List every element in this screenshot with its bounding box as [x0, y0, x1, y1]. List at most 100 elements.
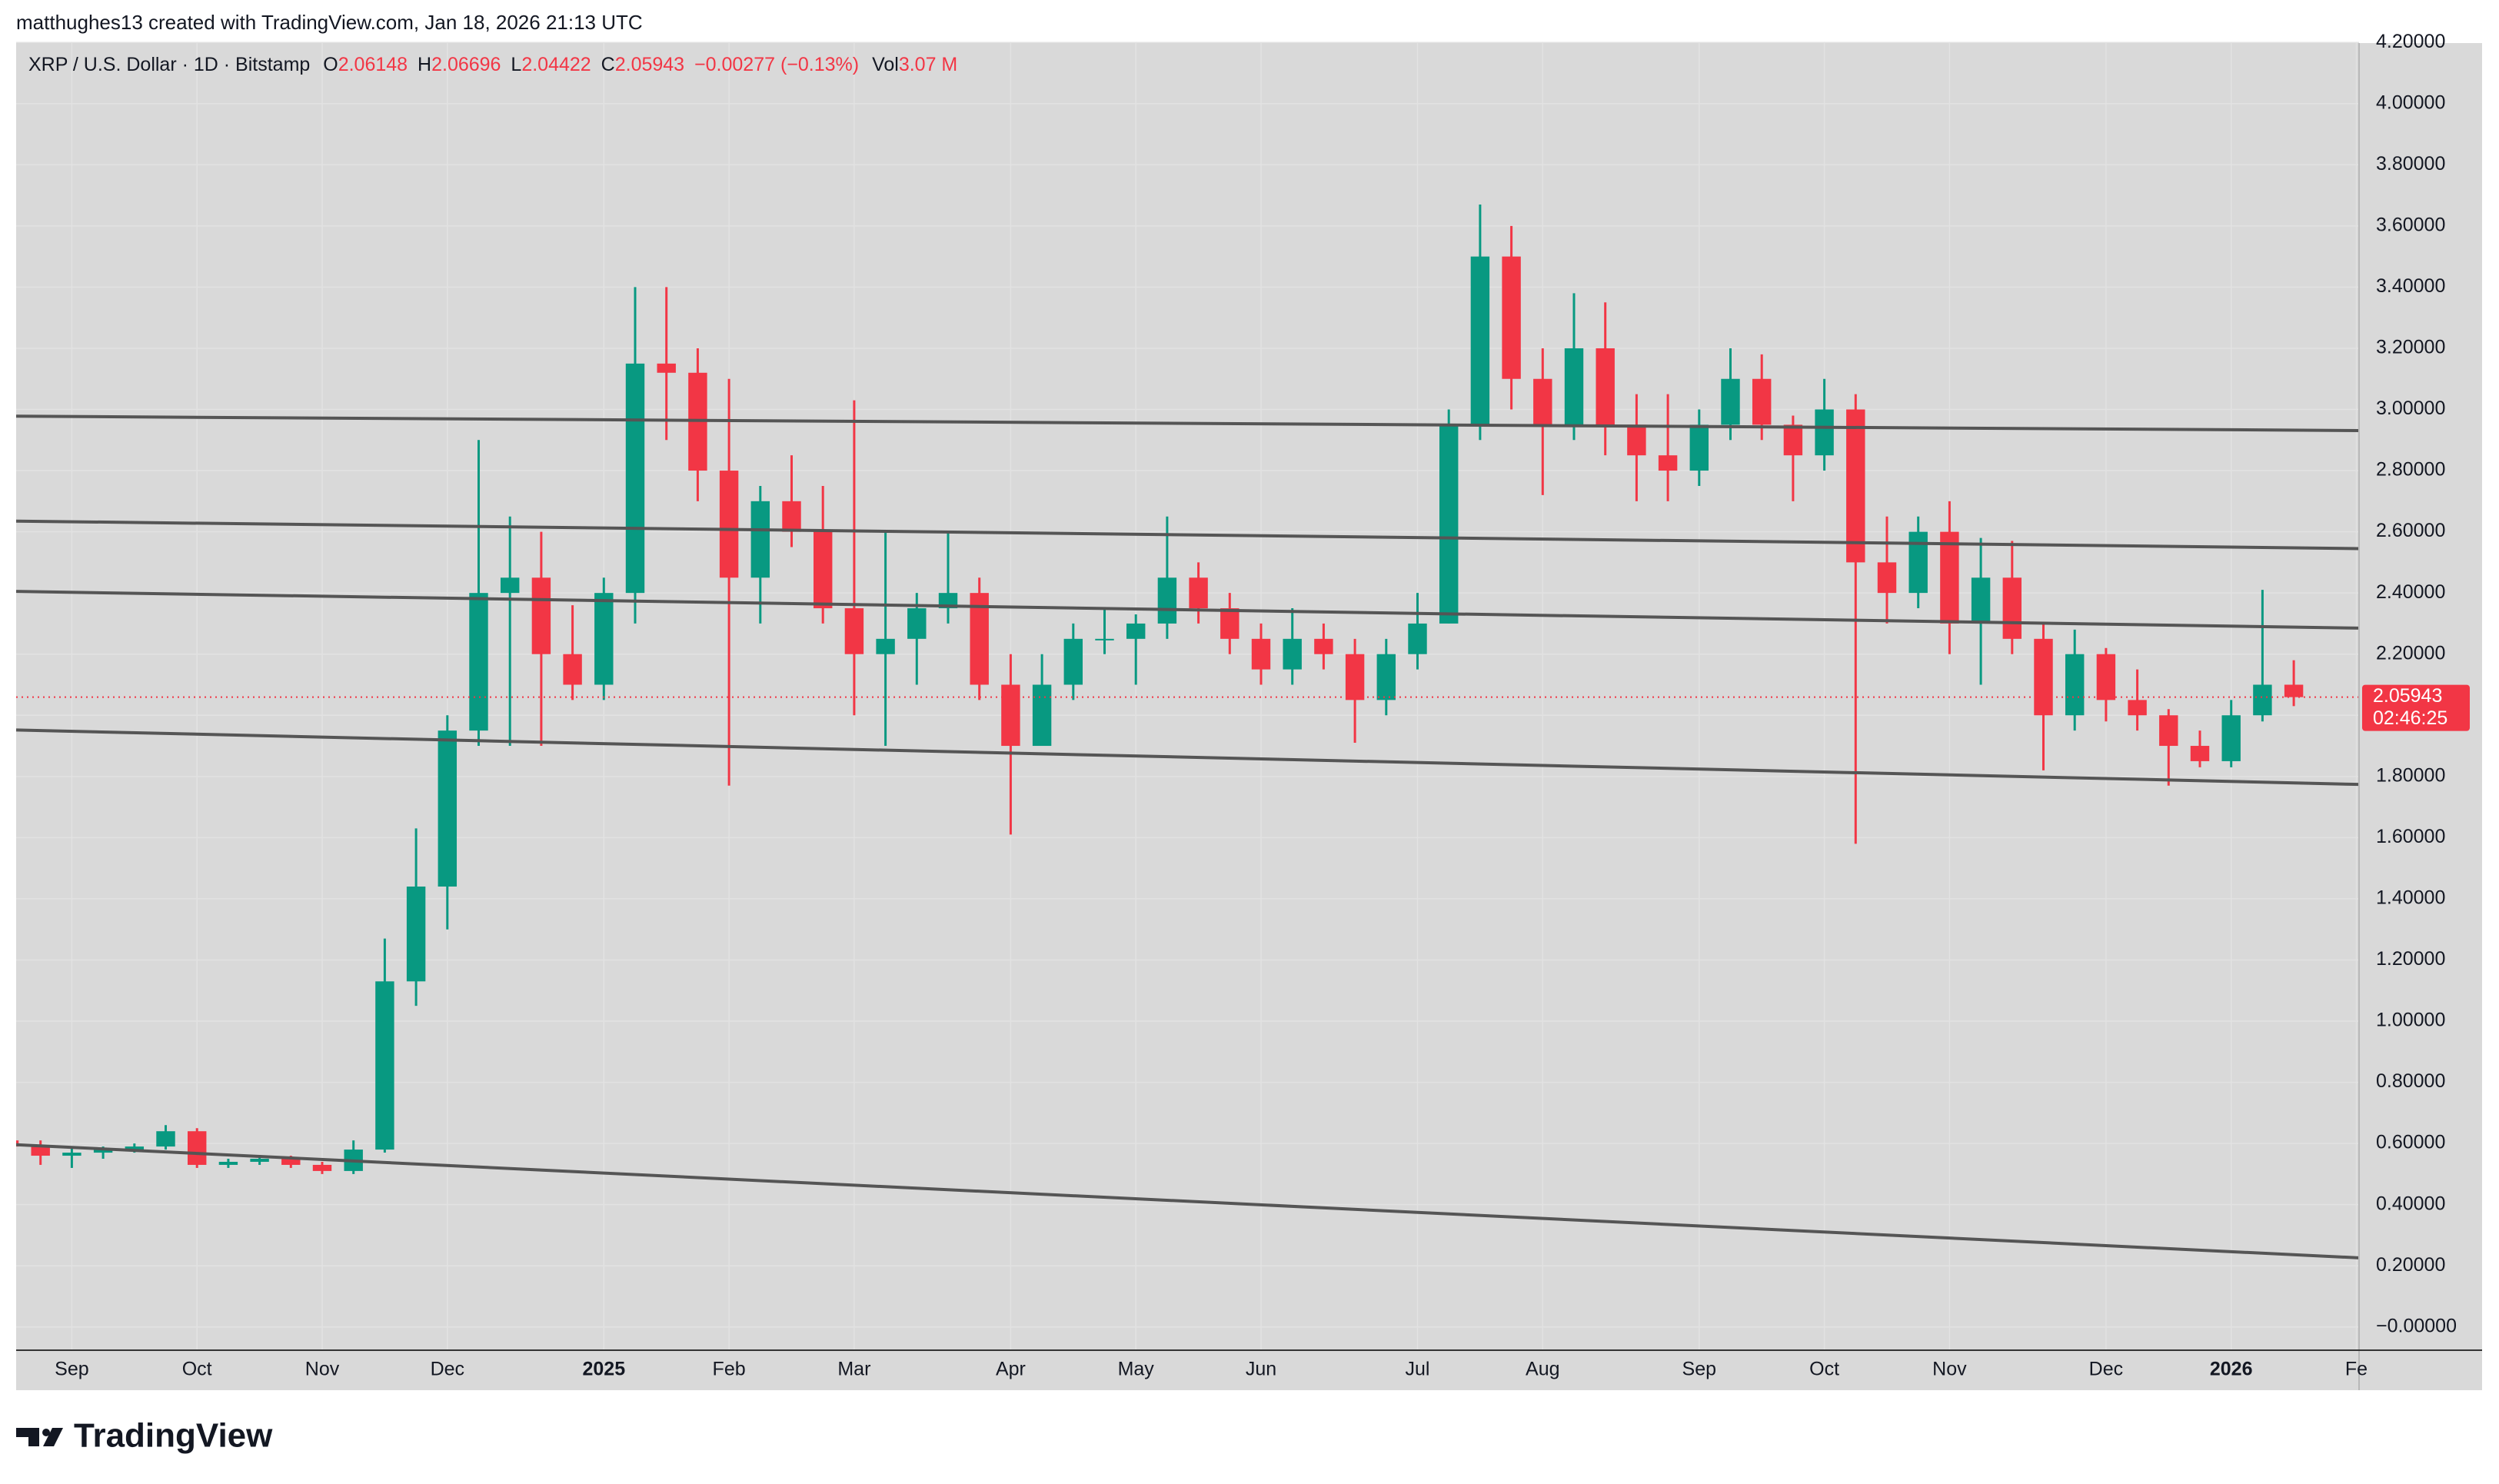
ohlc-value: 2.05943 [615, 54, 684, 75]
volume-value: 3.07 M [899, 54, 957, 75]
candle-body [1032, 684, 1052, 747]
y-tick-label: −0.00000 [2376, 1315, 2457, 1336]
x-tick-label: Dec [431, 1359, 464, 1380]
x-tick-label: Nov [305, 1359, 340, 1380]
candle-body [125, 1146, 145, 1150]
x-tick-label: Aug [1526, 1359, 1559, 1380]
logo-mark [16, 1428, 63, 1446]
y-tick-label: 1.60000 [2376, 826, 2445, 847]
x-tick-label: Oct [1809, 1359, 1839, 1380]
candle-body [312, 1164, 332, 1171]
candle-body [2128, 700, 2147, 716]
x-tick-label: Jun [1246, 1359, 1276, 1380]
candle-body [1439, 424, 1459, 624]
candle-body [1283, 638, 1302, 670]
y-tick-label: 3.60000 [2376, 214, 2445, 235]
x-tick-label: Sep [1682, 1359, 1716, 1380]
candle-body [31, 1146, 50, 1156]
candle-body [1783, 424, 1803, 456]
candle-body [1095, 638, 1114, 641]
symbol: XRP / U.S. Dollar · 1D · Bitstamp [28, 54, 310, 75]
ohlc-label: H [418, 54, 431, 75]
logo-dot [42, 1429, 50, 1436]
candle-body [1689, 424, 1709, 471]
candle-body [876, 638, 895, 654]
candle-body [2253, 684, 2272, 716]
candle-body [1940, 531, 1959, 624]
candle-body [907, 608, 927, 639]
candle-body [844, 608, 864, 654]
x-tick-label: Feb [713, 1359, 746, 1380]
candle-body [2065, 654, 2085, 716]
candle-body [2159, 715, 2178, 747]
logo: TradingView [16, 1417, 273, 1455]
candle-body [2096, 654, 2116, 700]
trend-line [16, 414, 2359, 432]
x-tick-label: Sep [55, 1359, 88, 1380]
trend-line [16, 590, 2359, 630]
logo-text: TradingView [74, 1417, 273, 1455]
candle-body [2284, 684, 2304, 697]
ohlc-value: 2.06696 [431, 54, 501, 75]
trend-line [16, 519, 2359, 551]
x-tick-label: Fe [2345, 1359, 2368, 1380]
y-tick-label: 4.20000 [2376, 31, 2445, 52]
x-tick-label: 2026 [2210, 1359, 2253, 1380]
candle-body [750, 501, 770, 578]
x-tick-label: Nov [1932, 1359, 1967, 1380]
candle-body [156, 1131, 175, 1147]
candle-body [1908, 531, 1928, 594]
candle-body [2190, 746, 2210, 761]
candle-body [782, 501, 801, 532]
y-tick-label: 0.80000 [2376, 1070, 2445, 1092]
candle-body [1752, 378, 1772, 425]
y-tick-label: 2.80000 [2376, 459, 2445, 481]
x-tick-label: Dec [2089, 1359, 2123, 1380]
candle-body [1658, 455, 1678, 471]
candle-body [1596, 348, 1615, 425]
candle-body [281, 1159, 301, 1165]
candle-body [187, 1131, 207, 1165]
candle-body [1533, 378, 1552, 425]
change: −0.00277 (−0.13%) [694, 54, 859, 75]
y-tick-label: 1.00000 [2376, 1010, 2445, 1031]
x-tick-label: May [1118, 1359, 1155, 1380]
ohlc-value: 2.06148 [338, 54, 408, 75]
candle-body [1063, 638, 1083, 685]
candle-body [218, 1161, 238, 1165]
ohlc-label: L [511, 54, 521, 75]
candle-body [1815, 409, 1834, 456]
axes: −0.00000 0.20000 0.40000 0.60000 0.80000 1.00… [55, 31, 2470, 1380]
volume-label: Vol [872, 54, 899, 75]
y-tick-label: 2.60000 [2376, 520, 2445, 541]
candle-body [1877, 562, 1897, 594]
trend-line [16, 1143, 2359, 1259]
candle-body [500, 577, 520, 594]
candle-body [1846, 409, 1865, 563]
candle-body [1408, 623, 1427, 654]
candle-body [62, 1153, 82, 1156]
candle-body [469, 593, 488, 731]
grid [16, 42, 2359, 1350]
candle-body [1251, 638, 1271, 670]
x-tick-label: Oct [182, 1359, 212, 1380]
y-tick-label: 0.40000 [2376, 1193, 2445, 1214]
ohlc-label: O [323, 54, 338, 75]
ohlc-value: 2.04422 [521, 54, 591, 75]
attribution: matthughes13 created with TradingView.co… [16, 11, 643, 34]
candle-body [1564, 348, 1584, 425]
candle-body [1627, 424, 1646, 456]
candle-body [1345, 654, 1365, 700]
x-tick-label: 2025 [582, 1359, 625, 1380]
candle-body [16, 1140, 19, 1147]
candle-body [813, 531, 833, 609]
countdown-label: 02:46:25 [2373, 707, 2447, 729]
y-tick-label: 2.40000 [2376, 581, 2445, 603]
y-tick-label: 3.20000 [2376, 337, 2445, 358]
x-tick-label: Mar [837, 1359, 870, 1380]
y-tick-label: 0.20000 [2376, 1254, 2445, 1276]
candle-body [563, 654, 582, 685]
ohlc-label: C [601, 54, 615, 75]
legend-line: XRP / U.S. Dollar · 1D · Bitstamp O2.061… [28, 54, 957, 75]
